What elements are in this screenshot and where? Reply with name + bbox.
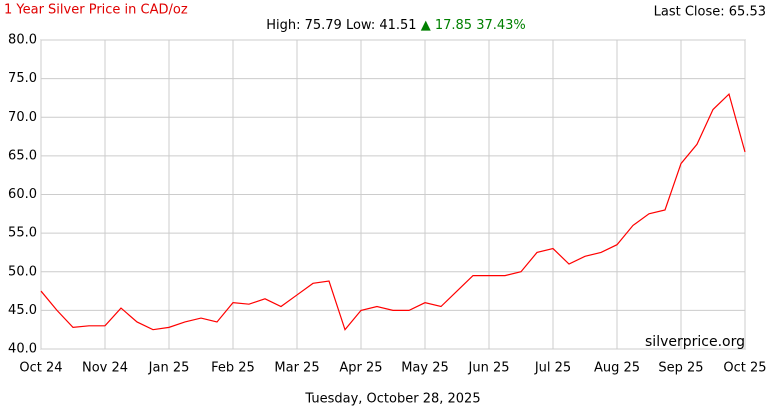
price-line xyxy=(40,92,746,331)
x-tick-label: Aug 25 xyxy=(594,361,640,376)
chart-title: 1 Year Silver Price in CAD/oz xyxy=(4,3,188,18)
change: ▲ 17.85 37.43% xyxy=(421,18,526,33)
y-tick-label: 60.0 xyxy=(8,187,37,202)
x-tick-label: Nov 24 xyxy=(82,361,128,376)
x-tick-label: Apr 25 xyxy=(339,361,382,376)
y-tick-label: 70.0 xyxy=(8,110,37,125)
x-tick-label: Oct 24 xyxy=(19,361,62,376)
x-tick-label: Mar 25 xyxy=(274,361,319,376)
y-tick-label: 65.0 xyxy=(8,148,37,163)
y-tick-label: 75.0 xyxy=(8,71,37,86)
x-tick-label: Feb 25 xyxy=(211,361,255,376)
y-tick-label: 50.0 xyxy=(8,264,37,279)
y-tick-label: 45.0 xyxy=(8,303,37,318)
summary: High: 75.79 Low: 41.51 ▲ 17.85 37.43% xyxy=(266,18,526,33)
x-tick-label: Sep 25 xyxy=(658,361,703,376)
date-label: Tuesday, October 28, 2025 xyxy=(304,392,480,407)
y-tick-label: 55.0 xyxy=(8,226,37,241)
y-tick-label: 40.0 xyxy=(8,342,37,357)
x-tick-label: Oct 25 xyxy=(723,361,766,376)
high-low: High: 75.79 Low: 41.51 xyxy=(266,18,416,33)
y-tick-label: 80.0 xyxy=(8,33,37,48)
watermark: silverprice.org xyxy=(645,334,745,350)
last-close: Last Close: 65.53 xyxy=(654,5,766,20)
x-tick-label: Jan 25 xyxy=(148,361,190,376)
x-tick-label: Jun 25 xyxy=(468,361,510,376)
x-tick-label: Jul 25 xyxy=(534,361,571,376)
x-tick-label: May 25 xyxy=(401,361,449,376)
